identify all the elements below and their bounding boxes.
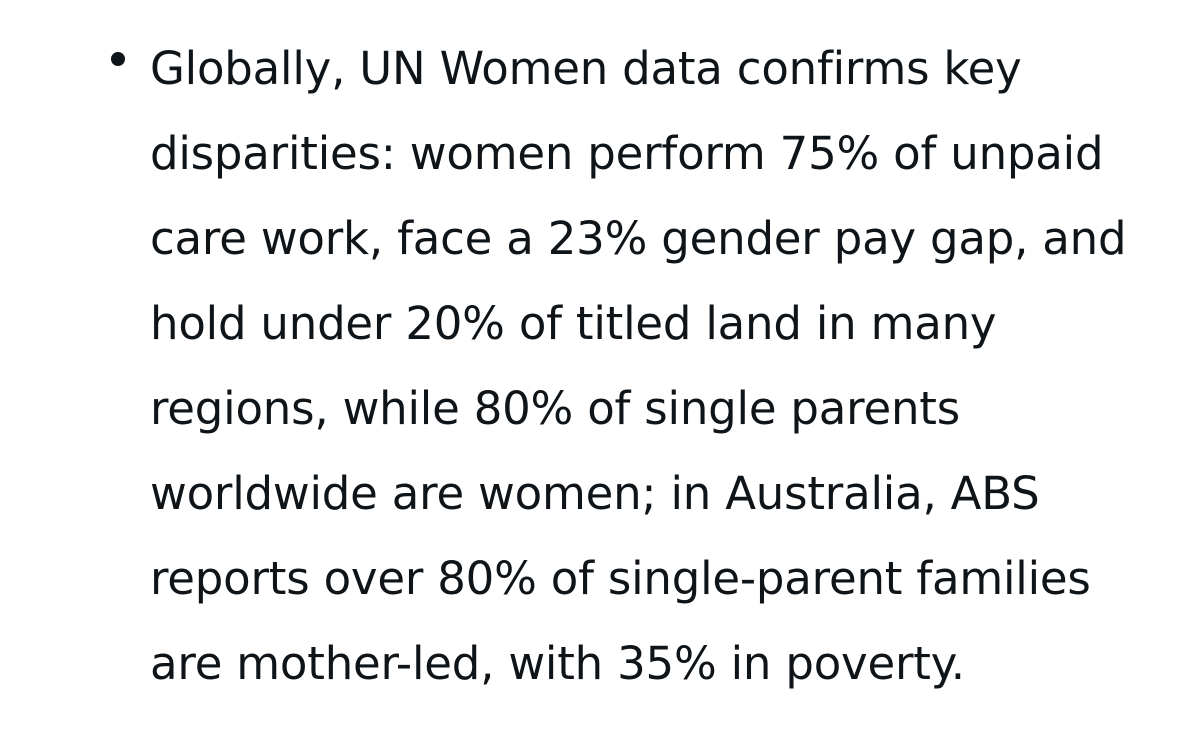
- text-line-7: reports over 80% of single-parent famili…: [150, 552, 1091, 605]
- text-line-3: care work, face a 23% gender pay gap, an…: [150, 212, 1127, 265]
- text-line-1: Globally, UN Women data confirms key: [150, 42, 1022, 95]
- bullet-item-text: Globally, UN Women data confirms key dis…: [150, 26, 1140, 706]
- text-line-8: are mother-led, with 35% in poverty.: [150, 637, 965, 690]
- text-line-4: hold under 20% of titled land in many: [150, 297, 997, 350]
- text-line-5: regions, while 80% of single parents: [150, 382, 960, 435]
- bullet-point-icon: [111, 52, 125, 66]
- text-line-2: disparities: women perform 75% of unpaid: [150, 127, 1104, 180]
- text-line-6: worldwide are women; in Australia, ABS: [150, 467, 1040, 520]
